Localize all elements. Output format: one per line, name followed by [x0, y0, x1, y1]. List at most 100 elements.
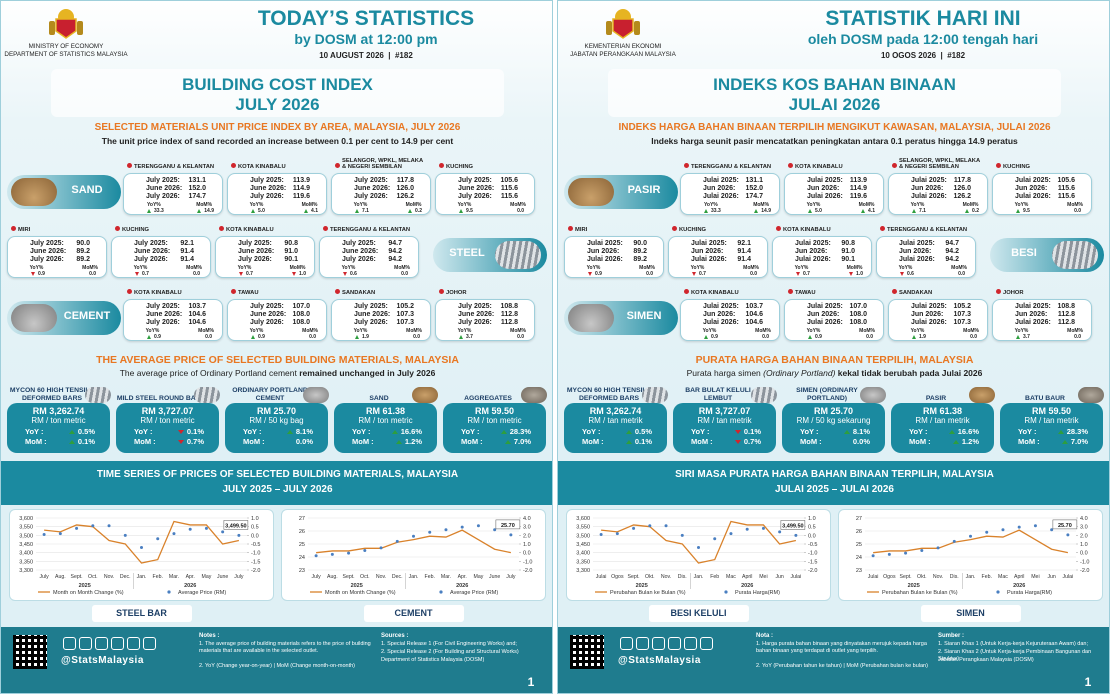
- index-period: July 2026:: [250, 193, 284, 200]
- index-value: 91.0: [841, 248, 855, 255]
- yoy-value: 33.3: [711, 208, 721, 214]
- mom-group: MoM% 0.0: [302, 328, 318, 340]
- y2-tick-label: 0.0: [523, 551, 531, 557]
- index-row: Julai 2025: 131.1: [703, 177, 763, 184]
- area-card: July 2025: 105.2 June 2026: 107.3 July 2026:…: [331, 299, 431, 341]
- change-row: YoY% 5.0 MoM% 4.1: [805, 202, 875, 214]
- mom-group: MoM% 1.0: [846, 265, 863, 277]
- trend-arrow: [1016, 209, 1020, 213]
- index-period: July 2026:: [30, 256, 64, 263]
- legend-swatch: [996, 590, 1000, 594]
- series-point: [330, 552, 334, 556]
- index-value: 112.8: [1057, 311, 1075, 318]
- index-period: Julai 2025:: [899, 240, 935, 247]
- area-name: TERENGGANU & KELANTAN: [134, 145, 220, 171]
- trend-arrow: [625, 429, 632, 434]
- mom-label: MoM%: [510, 202, 526, 208]
- y-tick-label: 3,500: [19, 533, 33, 539]
- index-value: 90.0: [633, 240, 647, 247]
- index-value: 107.3: [953, 311, 971, 318]
- material-name-text: MILD STEEL ROUND BARS: [116, 394, 206, 402]
- trend-arrow: [177, 439, 184, 444]
- y-tick-label: 3,550: [19, 525, 33, 531]
- area-name: TERENGGANU & KELANTAN: [691, 145, 777, 171]
- area-card: July 2025: 90.8 June 2026: 91.0 July 2026: 90…: [215, 236, 315, 278]
- material-thumb: [1078, 387, 1104, 403]
- trend-arrow: [504, 439, 511, 444]
- mom-label: MoM%: [858, 202, 875, 208]
- change-row: YoY% 0.9 MoM% 0.0: [28, 265, 98, 277]
- trend-arrow: [343, 272, 347, 276]
- series-point: [680, 533, 684, 537]
- y2-tick-label: 0.0: [808, 533, 816, 539]
- source: Department of Statistics Malaysia (DOSM): [381, 657, 485, 663]
- mom-label: MoM%: [859, 328, 875, 334]
- crest: [603, 5, 643, 41]
- index-period: July 2026:: [354, 193, 388, 200]
- yoy-line: 5.0: [805, 208, 822, 214]
- mom-value: 0.7%: [186, 437, 204, 446]
- yoy-label: YoY%: [910, 328, 925, 334]
- yoy-line: 0.6: [897, 271, 914, 277]
- index-value: 126.2: [396, 193, 414, 200]
- mom-label: MoM%: [753, 202, 770, 208]
- series-line: [44, 520, 240, 564]
- index-period: Julai 2025:: [795, 240, 831, 247]
- area-name: KOTA KINABALU: [238, 145, 324, 171]
- mom-line: MoM : 1.2%: [352, 437, 422, 446]
- area-name-text: KUCHING: [446, 164, 474, 171]
- material-name-text: BATU BAUR: [1025, 394, 1065, 402]
- index-value: 92.1: [737, 240, 751, 247]
- index-value: 90.1: [841, 256, 855, 263]
- area-pin: [996, 163, 1001, 168]
- index-value: 103.7: [188, 303, 206, 310]
- index-row: Julai 2025: 105.2: [911, 303, 971, 310]
- mom-group: MoM% 0.0: [406, 328, 422, 340]
- mom-label: MoM%: [301, 202, 318, 208]
- year-label: 2026: [741, 583, 753, 589]
- price-box: RM 25.70 RM / 50 kg bag YoY : 8.1% MoM : 0.0%: [225, 403, 328, 453]
- mom-label: MoM%: [1067, 328, 1083, 334]
- material-name: MILD STEEL ROUND BARS: [116, 380, 206, 402]
- index-period: Jun 2026:: [899, 248, 932, 255]
- x-tick-label: June: [217, 574, 228, 580]
- yoy-label: YoY :: [25, 427, 44, 436]
- mom-value: 1.0: [856, 271, 863, 277]
- trend-arrow: [239, 272, 243, 276]
- header-date: 10 OGOS 2026 | #182: [880, 51, 966, 60]
- index-period: July 2026:: [134, 256, 168, 263]
- x-tick-label: July: [234, 574, 244, 580]
- area-pin: [439, 163, 444, 168]
- index-row: July 2025: 90.0: [30, 240, 90, 247]
- y2-tick-label: 1.0: [1080, 542, 1088, 548]
- index-period: June 2026:: [146, 185, 183, 192]
- index-period: July 2025:: [238, 240, 272, 247]
- mom-group: MoM% 1.0: [289, 265, 306, 277]
- index-value: 108.8: [500, 303, 518, 310]
- yoy-value: 1.9: [919, 334, 926, 340]
- social-icon: [700, 637, 713, 650]
- yoy-label: YoY :: [461, 427, 480, 436]
- yoy-group: YoY% 5.0: [805, 202, 822, 214]
- price-box: RM 59.50 RM / tan metrik YoY : 28.3% MoM : 7.…: [1000, 403, 1103, 453]
- series-line: [316, 529, 512, 554]
- x-tick-label: Apr.: [458, 574, 467, 580]
- area-name: SANDAKAN: [342, 271, 428, 297]
- series-point: [615, 532, 619, 536]
- mom-label: MoM :: [582, 437, 604, 446]
- area-card: July 2025: 90.0 June 2026: 89.2 July 2026: 89…: [7, 236, 107, 278]
- area-card: Julai 2025: 105.6 Jun 2026: 115.6 Julai 2026…: [992, 173, 1092, 215]
- yoy-label: YoY%: [586, 265, 601, 271]
- x-tick-label: Feb.: [425, 574, 435, 580]
- value-label-box: [780, 520, 806, 530]
- crest-art: [606, 9, 640, 39]
- x-tick-label: Nov.: [104, 574, 114, 580]
- material-thumb: [303, 387, 329, 403]
- social-icon: [143, 637, 156, 650]
- mom-value: 7.0%: [1070, 437, 1088, 446]
- index-period: Julai 2026:: [703, 319, 739, 326]
- mom-line: 0.0: [1069, 334, 1081, 340]
- index-subtitle: Indeks harga seunit pasir mencatatkan pe…: [651, 136, 1018, 146]
- x-tick-label: Dec.: [392, 574, 403, 580]
- index-value: 91.4: [737, 248, 751, 255]
